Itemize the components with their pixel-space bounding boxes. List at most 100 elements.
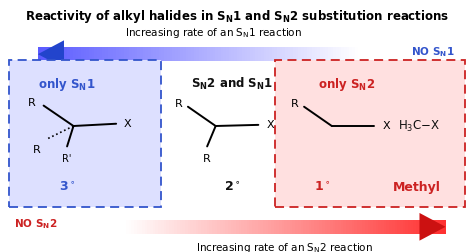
Polygon shape <box>421 220 424 234</box>
Polygon shape <box>170 47 172 61</box>
Polygon shape <box>38 40 64 68</box>
Polygon shape <box>207 220 209 234</box>
Polygon shape <box>373 220 376 234</box>
Polygon shape <box>234 47 237 61</box>
Polygon shape <box>279 220 282 234</box>
Polygon shape <box>137 47 140 61</box>
Polygon shape <box>309 47 312 61</box>
Polygon shape <box>153 220 155 234</box>
Polygon shape <box>346 220 349 234</box>
Polygon shape <box>210 47 212 61</box>
Polygon shape <box>349 220 352 234</box>
Polygon shape <box>429 220 432 234</box>
Polygon shape <box>191 220 193 234</box>
Polygon shape <box>347 47 349 61</box>
Polygon shape <box>164 47 167 61</box>
Text: 3$^\circ$: 3$^\circ$ <box>59 181 75 194</box>
Polygon shape <box>314 220 317 234</box>
Polygon shape <box>148 47 151 61</box>
Polygon shape <box>264 47 266 61</box>
Polygon shape <box>132 47 135 61</box>
Text: X: X <box>124 119 132 129</box>
Polygon shape <box>199 220 201 234</box>
Polygon shape <box>172 220 174 234</box>
Polygon shape <box>408 220 410 234</box>
Polygon shape <box>285 47 288 61</box>
Polygon shape <box>303 220 306 234</box>
Polygon shape <box>386 220 389 234</box>
Polygon shape <box>325 220 328 234</box>
Polygon shape <box>344 47 347 61</box>
Polygon shape <box>166 220 169 234</box>
Polygon shape <box>127 47 129 61</box>
Polygon shape <box>97 47 100 61</box>
Polygon shape <box>182 220 185 234</box>
Polygon shape <box>261 47 264 61</box>
Polygon shape <box>392 220 394 234</box>
Polygon shape <box>137 220 139 234</box>
Polygon shape <box>299 47 301 61</box>
Polygon shape <box>212 220 215 234</box>
Polygon shape <box>218 47 220 61</box>
Polygon shape <box>440 220 443 234</box>
Polygon shape <box>244 220 247 234</box>
Text: NO S$_\mathregular{N}$1: NO S$_\mathregular{N}$1 <box>411 45 455 58</box>
Polygon shape <box>333 47 336 61</box>
Polygon shape <box>249 220 252 234</box>
Polygon shape <box>51 47 54 61</box>
Polygon shape <box>320 47 323 61</box>
Polygon shape <box>438 220 440 234</box>
Polygon shape <box>290 220 292 234</box>
Polygon shape <box>67 47 70 61</box>
Polygon shape <box>263 220 265 234</box>
Polygon shape <box>62 47 65 61</box>
Polygon shape <box>231 220 233 234</box>
Polygon shape <box>394 220 397 234</box>
Text: R: R <box>28 98 36 108</box>
Polygon shape <box>293 47 296 61</box>
Polygon shape <box>161 220 164 234</box>
Polygon shape <box>102 47 105 61</box>
Polygon shape <box>255 47 258 61</box>
Text: 1$^\circ$: 1$^\circ$ <box>314 181 330 194</box>
Polygon shape <box>435 220 438 234</box>
Polygon shape <box>209 220 212 234</box>
Polygon shape <box>233 220 236 234</box>
Polygon shape <box>306 220 309 234</box>
Polygon shape <box>315 47 317 61</box>
Polygon shape <box>217 220 220 234</box>
Polygon shape <box>155 220 158 234</box>
Polygon shape <box>349 47 352 61</box>
Polygon shape <box>81 47 83 61</box>
Polygon shape <box>158 220 161 234</box>
Polygon shape <box>276 220 279 234</box>
Polygon shape <box>389 220 392 234</box>
Polygon shape <box>105 47 108 61</box>
Polygon shape <box>204 47 207 61</box>
Polygon shape <box>341 220 344 234</box>
Polygon shape <box>78 47 81 61</box>
Polygon shape <box>164 220 166 234</box>
Polygon shape <box>247 47 250 61</box>
Polygon shape <box>274 47 277 61</box>
Polygon shape <box>89 47 91 61</box>
Polygon shape <box>169 220 172 234</box>
Polygon shape <box>260 220 263 234</box>
Polygon shape <box>247 220 249 234</box>
Polygon shape <box>265 220 268 234</box>
Polygon shape <box>191 47 194 61</box>
Polygon shape <box>142 220 145 234</box>
Polygon shape <box>54 47 57 61</box>
Polygon shape <box>204 220 207 234</box>
Polygon shape <box>86 47 89 61</box>
Polygon shape <box>296 47 299 61</box>
Polygon shape <box>202 47 204 61</box>
Polygon shape <box>443 220 446 234</box>
Polygon shape <box>178 47 180 61</box>
Polygon shape <box>215 220 217 234</box>
Polygon shape <box>269 47 272 61</box>
Polygon shape <box>65 47 67 61</box>
Polygon shape <box>207 47 210 61</box>
Polygon shape <box>139 220 142 234</box>
Polygon shape <box>239 47 242 61</box>
